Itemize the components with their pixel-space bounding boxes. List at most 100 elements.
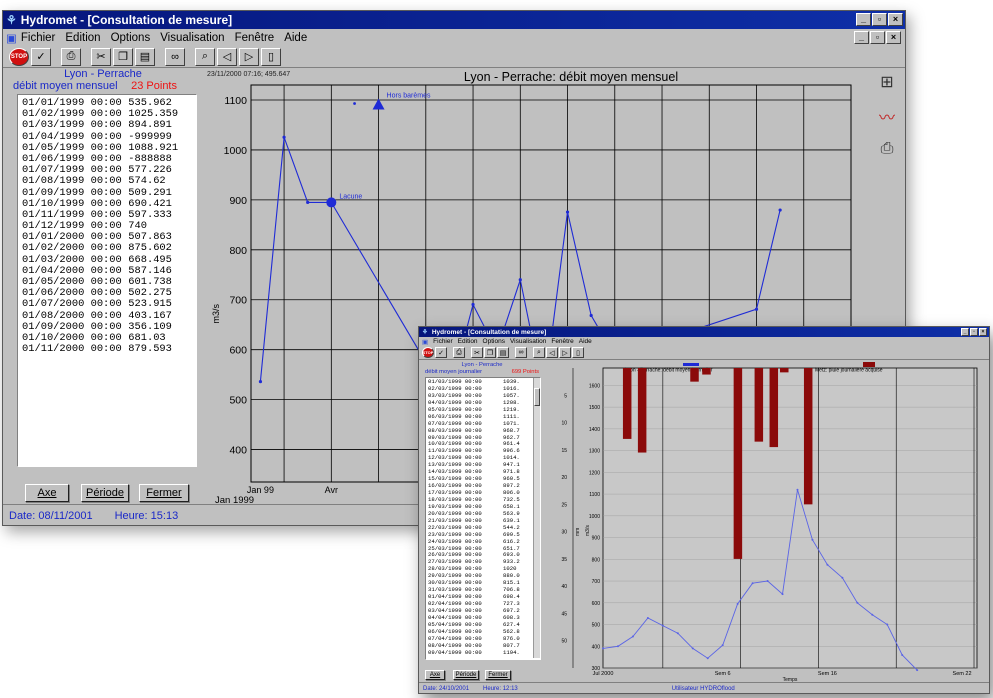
maximize-button[interactable]: ▫ — [970, 328, 978, 336]
list-item[interactable]: 01/08/1999 00:00 574.62 — [22, 176, 192, 187]
list-item[interactable]: 03/04/1999 00:00 697.2 — [428, 607, 538, 615]
list-item[interactable]: 01/03/2000 00:00 668.495 — [22, 254, 192, 266]
minimize-button[interactable]: _ — [961, 328, 969, 336]
list-item[interactable]: 06/04/1999 00:00 562.8 — [428, 628, 538, 636]
list-item[interactable]: 07/04/1999 00:00 876.0 — [428, 635, 538, 643]
list-item[interactable]: 08/03/1999 00:00 968.7 — [428, 427, 538, 435]
tree-icon[interactable]: ⊞ — [880, 74, 894, 91]
periode-button[interactable]: Période — [81, 484, 129, 502]
list-item[interactable]: 11/03/1999 00:00 996.6 — [428, 447, 538, 455]
list-item[interactable]: 06/03/1999 00:00 1111. — [428, 413, 538, 421]
binoculars-icon[interactable]: ∞ — [165, 47, 185, 66]
list-item[interactable]: 28/03/1999 00:00 1020 — [428, 565, 538, 573]
printer-icon[interactable]: ⎙ — [880, 140, 894, 157]
list-item[interactable]: 17/03/1999 00:00 806.0 — [428, 489, 538, 497]
scrollbar-thumb[interactable] — [534, 388, 540, 406]
list-item[interactable]: 01/11/2000 00:00 879.593 — [22, 343, 192, 355]
back-icon[interactable]: ◁ — [546, 347, 558, 358]
list-item[interactable]: 09/04/1999 00:00 1194. — [428, 649, 538, 657]
list-item[interactable]: 01/04/1999 00:00 -999999 — [22, 131, 192, 143]
list-item[interactable]: 07/03/1999 00:00 1071. — [428, 420, 538, 428]
list-item[interactable]: 01/06/1999 00:00 -888888 — [22, 153, 192, 165]
list-item[interactable]: 30/03/1999 00:00 815.1 — [428, 579, 538, 587]
list-item[interactable]: 01/09/2000 00:00 356.109 — [22, 321, 192, 333]
check-icon[interactable]: ✓ — [435, 347, 447, 358]
page-icon[interactable]: ▯ — [261, 47, 281, 66]
close-button[interactable]: × — [979, 328, 987, 336]
list-item[interactable]: 01/10/1999 00:00 690.421 — [22, 198, 192, 210]
list-item[interactable]: 22/03/1999 00:00 544.2 — [428, 524, 538, 532]
child-close-button[interactable]: × — [886, 31, 901, 44]
list-item[interactable]: 29/03/1999 00:00 880.0 — [428, 572, 538, 580]
list-item[interactable]: 01/05/2000 00:00 601.738 — [22, 276, 192, 288]
list-item[interactable]: 26/03/1999 00:00 693.0 — [428, 551, 538, 559]
list-item[interactable]: 05/04/1999 00:00 627.4 — [428, 621, 538, 629]
list-item[interactable]: 02/04/1999 00:00 727.3 — [428, 600, 538, 608]
values-list[interactable]: 01/03/1999 00:00 1039. 02/03/1999 00:00 101… — [425, 377, 541, 660]
menu-aide[interactable]: Aide — [578, 338, 592, 345]
list-item[interactable]: 20/03/1999 00:00 563.9 — [428, 510, 538, 518]
line-chart-icon[interactable]: 〰 — [878, 110, 895, 127]
forward-icon[interactable]: ▷ — [559, 347, 571, 358]
list-item[interactable]: 13/03/1999 00:00 947.1 — [428, 461, 538, 469]
axe-button[interactable]: Axe — [25, 484, 69, 502]
list-item[interactable]: 03/03/1999 00:00 1057. — [428, 392, 538, 400]
menu-visualisation[interactable]: Visualisation — [160, 31, 225, 44]
list-item[interactable]: 01/08/2000 00:00 403.167 — [22, 310, 192, 322]
page-icon[interactable]: ▯ — [572, 347, 584, 358]
values-list[interactable]: 01/01/1999 00:00 535.962 01/02/1999 00:00 1… — [17, 94, 197, 467]
menu-fenetre[interactable]: Fenêtre — [551, 338, 574, 345]
maximize-button[interactable]: ▫ — [872, 13, 887, 26]
paste-icon[interactable]: ▤ — [135, 47, 155, 66]
list-item[interactable]: 19/03/1999 00:00 658.1 — [428, 503, 538, 511]
list-item[interactable]: 01/03/1999 00:00 894.891 — [22, 120, 192, 131]
list-item[interactable]: 04/03/1999 00:00 1208. — [428, 399, 538, 407]
menu-fichier[interactable]: Fichier — [433, 338, 453, 345]
list-item[interactable]: 27/03/1999 00:00 933.2 — [428, 558, 538, 566]
close-button[interactable]: × — [888, 13, 903, 26]
list-item[interactable]: 25/03/1999 00:00 651.7 — [428, 545, 538, 553]
list-item[interactable]: 10/03/1999 00:00 961.4 — [428, 440, 538, 448]
menu-edition[interactable]: Edition — [457, 338, 478, 345]
list-item[interactable]: 12/03/1999 00:00 1014. — [428, 454, 538, 462]
child-minimize-button[interactable]: _ — [854, 31, 869, 44]
zoom-icon[interactable]: ⌕ — [195, 47, 215, 66]
cut-icon[interactable]: ✂ — [91, 47, 111, 66]
list-item[interactable]: 04/04/1999 00:00 608.3 — [428, 614, 538, 622]
axe-button[interactable]: Axe — [425, 670, 445, 680]
zoom-icon[interactable]: ⌕ — [533, 347, 545, 358]
list-item[interactable]: 02/03/1999 00:00 1016. — [428, 385, 538, 393]
back-icon[interactable]: ◁ — [217, 47, 237, 66]
list-item[interactable]: 01/02/2000 00:00 875.602 — [22, 243, 192, 254]
print-icon[interactable]: ⎙ — [453, 347, 465, 358]
menu-options[interactable]: Options — [110, 31, 151, 44]
list-item[interactable]: 01/05/1999 00:00 1088.921 — [22, 142, 192, 154]
stop-icon[interactable]: STOP — [422, 347, 434, 358]
minimize-button[interactable]: _ — [856, 13, 871, 26]
fermer-button[interactable]: Fermer — [485, 670, 511, 680]
list-item[interactable]: 01/03/1999 00:00 1039. — [428, 378, 538, 386]
list-item[interactable]: 01/07/1999 00:00 577.226 — [22, 164, 192, 176]
child-restore-button[interactable]: ▫ — [870, 31, 885, 44]
list-item[interactable]: 31/03/1999 00:00 706.8 — [428, 586, 538, 594]
stop-icon[interactable]: STOP — [9, 47, 29, 66]
list-item[interactable]: 05/03/1999 00:00 1219. — [428, 406, 538, 414]
list-item[interactable]: 01/04/1999 00:00 698.4 — [428, 593, 538, 601]
list-item[interactable]: 01/06/2000 00:00 502.275 — [22, 287, 192, 299]
list-item[interactable]: 14/03/1999 00:00 971.8 — [428, 468, 538, 476]
list-item[interactable]: 15/03/1999 00:00 960.5 — [428, 475, 538, 483]
cut-icon[interactable]: ✂ — [471, 347, 483, 358]
paste-icon[interactable]: ▤ — [497, 347, 509, 358]
daily-flow-rain-chart[interactable]: 300 400 500 600 700 800 900 1000 1100 1200 1300 140… — [545, 360, 985, 683]
copy-icon[interactable]: ❐ — [484, 347, 496, 358]
list-item[interactable]: 24/03/1999 00:00 616.2 — [428, 538, 538, 546]
menu-fichier[interactable]: Fichier — [20, 31, 56, 44]
check-icon[interactable]: ✓ — [31, 47, 51, 66]
list-item[interactable]: 01/01/1999 00:00 535.962 — [22, 97, 192, 109]
periode-button[interactable]: Période — [453, 670, 479, 680]
binoculars-icon[interactable]: ∞ — [515, 347, 527, 358]
list-item[interactable]: 16/03/1999 00:00 897.2 — [428, 482, 538, 490]
menu-visualisation[interactable]: Visualisation — [509, 338, 547, 345]
list-item[interactable]: 01/01/2000 00:00 507.863 — [22, 232, 192, 243]
list-item[interactable]: 01/12/1999 00:00 740 — [22, 220, 192, 232]
